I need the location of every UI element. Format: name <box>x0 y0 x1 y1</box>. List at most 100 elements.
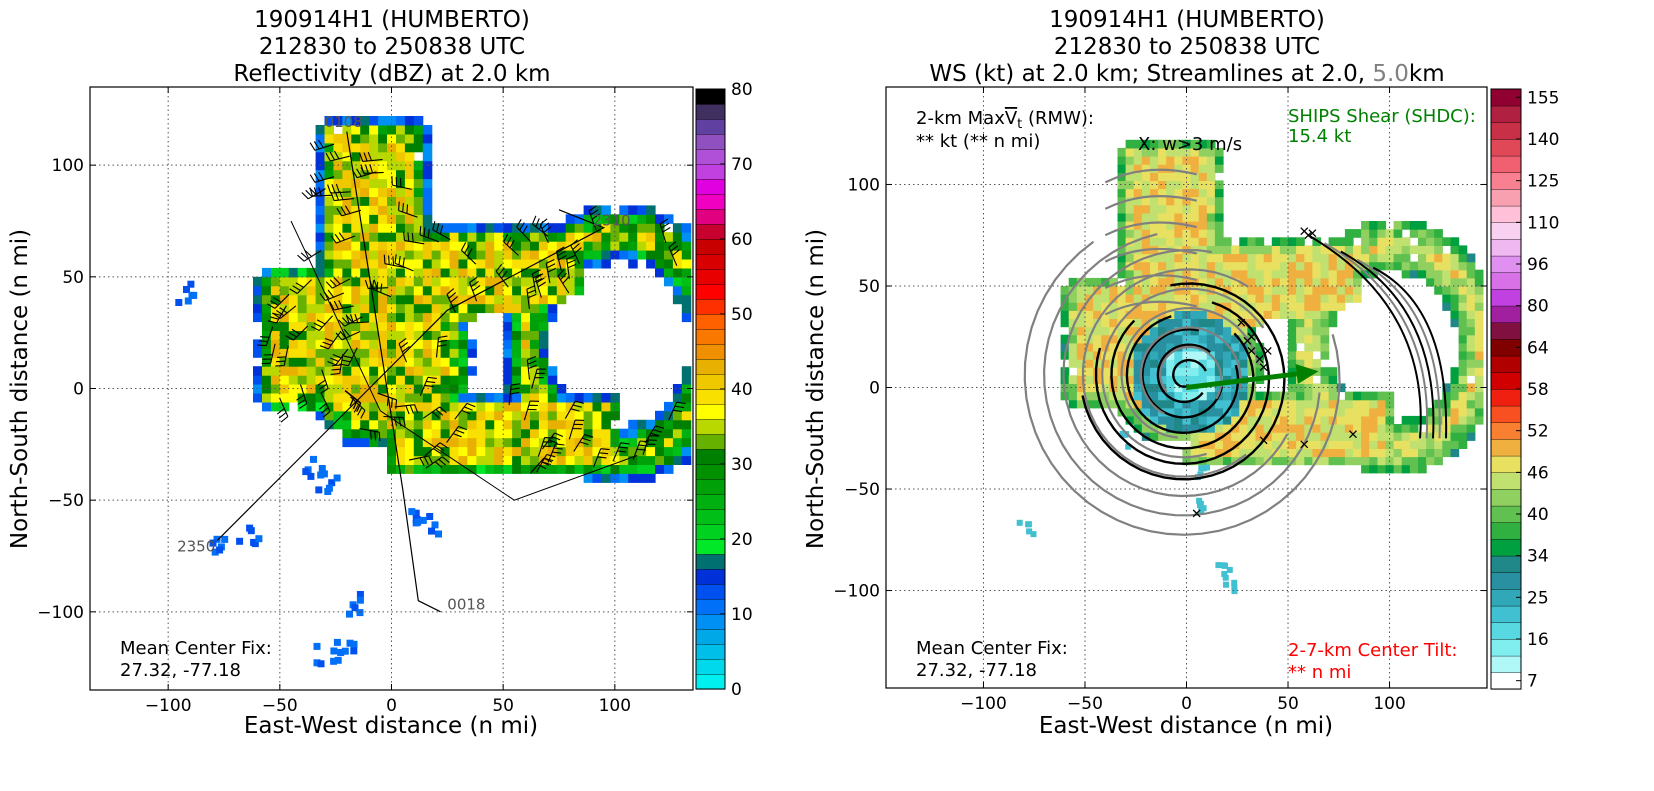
wind-speed-cell <box>1141 147 1151 157</box>
wind-speed-cell <box>1409 261 1419 271</box>
reflectivity-cell <box>646 455 656 465</box>
reflectivity-cell <box>458 464 468 474</box>
wind-speed-cell <box>1085 399 1094 409</box>
right-colorbar-tick-label: 40 <box>1527 505 1549 525</box>
wind-speed-cell <box>1426 456 1435 466</box>
wind-speed-cell <box>1206 277 1216 287</box>
wind-speed-cell <box>1353 448 1362 458</box>
wind-speed-cell <box>1312 415 1322 425</box>
wind-speed-cell <box>1125 212 1135 222</box>
wind-barb <box>383 415 406 427</box>
wind-speed-cell <box>1361 269 1370 279</box>
reflectivity-cell <box>538 366 549 376</box>
wind-speed-cell <box>1125 253 1135 263</box>
reflectivity-cell <box>413 285 424 296</box>
streamline <box>1042 233 1321 517</box>
reflectivity-cell <box>413 267 424 278</box>
reflectivity-cell <box>547 294 558 305</box>
reflectivity-cell <box>440 455 451 465</box>
wind-speed-cell <box>1296 456 1305 466</box>
wind-speed-cell <box>1158 367 1167 376</box>
reflectivity-cell <box>270 321 281 331</box>
left-colorbar-swatch <box>695 373 726 390</box>
wind-barb <box>446 425 468 443</box>
reflectivity-cell <box>253 366 263 376</box>
reflectivity-cell <box>449 250 460 260</box>
wind-speed-cell <box>1353 286 1362 295</box>
reflectivity-cell <box>333 339 343 349</box>
wind-speed-cell <box>1117 399 1127 409</box>
wind-speed-cell <box>1085 277 1094 287</box>
reflectivity-cell <box>458 401 468 412</box>
reflectivity-cell <box>494 267 504 278</box>
wind-speed-cell <box>1328 253 1338 263</box>
reflectivity-cell <box>467 419 477 430</box>
wind-speed-cell <box>1288 334 1297 344</box>
wind-speed-cell <box>1466 286 1476 295</box>
reflectivity-cell <box>302 468 310 476</box>
wind-speed-cell <box>1361 253 1370 263</box>
reflectivity-cell <box>449 410 460 421</box>
reflectivity-cell <box>565 446 576 457</box>
wind-speed-cell <box>1214 351 1224 360</box>
wind-barb <box>568 419 585 440</box>
reflectivity-cell <box>637 437 647 448</box>
reflectivity-cell <box>619 214 629 224</box>
wind-speed-cell <box>1150 383 1159 393</box>
reflectivity-cell <box>467 455 477 465</box>
reflectivity-cell <box>315 151 326 162</box>
wind-barb <box>425 456 450 469</box>
wind-speed-cell <box>1474 342 1484 352</box>
reflectivity-cell <box>565 285 576 296</box>
reflectivity-cell <box>396 437 406 448</box>
reflectivity-cell <box>672 294 683 305</box>
wind-speed-cell <box>1117 188 1127 198</box>
updraft-x-mark <box>1255 355 1264 364</box>
wind-speed-cell <box>1117 326 1127 336</box>
left-flight-label-0108: 0108 <box>325 113 363 131</box>
reflectivity-cell <box>279 285 290 296</box>
reflectivity-cell <box>288 294 299 305</box>
wind-speed-cell <box>1141 294 1151 303</box>
reflectivity-cell <box>378 169 388 180</box>
wind-speed-cell <box>1141 302 1151 311</box>
reflectivity-cell <box>574 464 585 474</box>
reflectivity-cell <box>664 259 674 269</box>
reflectivity-cell <box>378 133 388 144</box>
reflectivity-cell <box>494 393 504 403</box>
reflectivity-cell <box>458 375 468 385</box>
wind-speed-cell <box>1304 294 1313 303</box>
reflectivity-cell <box>333 178 343 189</box>
reflectivity-cell <box>485 303 495 314</box>
wind-speed-cell <box>1206 310 1216 319</box>
reflectivity-cell <box>306 357 317 367</box>
reflectivity-cell <box>333 285 343 296</box>
wind-speed-cell <box>1271 302 1281 311</box>
reflectivity-cell <box>458 303 468 314</box>
reflectivity-cell <box>404 330 415 340</box>
wind-speed-cell <box>1076 391 1086 401</box>
wind-speed-cell <box>1377 399 1387 409</box>
reflectivity-cell <box>574 410 585 421</box>
wind-speed-cell <box>1206 424 1216 433</box>
wind-speed-cell <box>1369 432 1378 441</box>
wind-speed-cell <box>1166 351 1175 360</box>
reflectivity-cell <box>369 116 379 126</box>
wind-speed-cell <box>1328 277 1338 287</box>
wind-barb <box>336 205 361 217</box>
reflectivity-cell <box>619 250 629 260</box>
wind-speed-cell <box>1141 407 1151 417</box>
reflectivity-cell <box>333 638 341 646</box>
reflectivity-cell <box>378 151 388 162</box>
wind-speed-cell <box>1158 326 1167 336</box>
reflectivity-cell <box>530 401 540 412</box>
reflectivity-cell <box>396 464 406 474</box>
wind-speed-cell <box>1320 399 1330 409</box>
wind-speed-cell <box>1182 229 1192 238</box>
wind-speed-cell <box>1076 294 1086 303</box>
wind-speed-cell <box>1344 448 1354 458</box>
left-colorbar-swatch <box>695 193 726 210</box>
reflectivity-cell <box>574 455 585 465</box>
wind-speed-cell <box>1353 269 1362 279</box>
reflectivity-cell <box>610 437 620 448</box>
